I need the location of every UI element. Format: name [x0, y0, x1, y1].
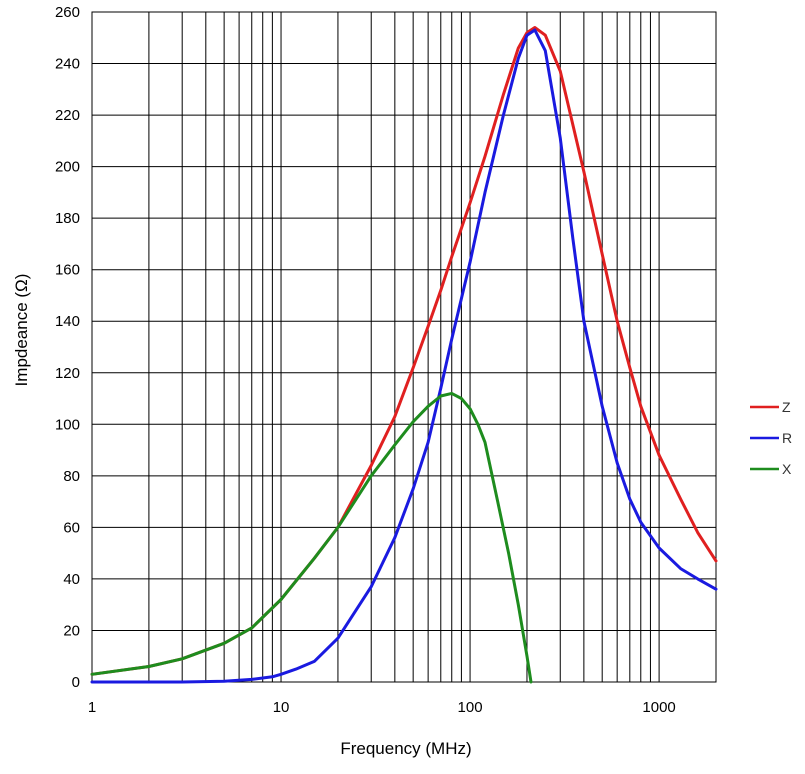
x-axis-label: Frequency (MHz)	[340, 739, 471, 758]
x-tick-label: 1	[88, 699, 96, 716]
series-z-line	[90, 26, 718, 676]
y-tick-label: 120	[55, 365, 80, 382]
y-tick-label: 20	[63, 622, 80, 639]
y-tick-label: 260	[55, 4, 80, 21]
series-r-line	[90, 28, 718, 684]
grid	[92, 12, 716, 682]
legend: ZRX	[750, 399, 792, 477]
y-tick-label: 80	[63, 468, 80, 485]
plot-frame	[91, 11, 717, 683]
y-tick-label: 180	[55, 210, 80, 227]
y-tick-label: 140	[55, 313, 80, 330]
y-tick-label: 240	[55, 56, 80, 73]
legend-label-z: Z	[782, 399, 791, 415]
y-tick-label: 0	[72, 674, 80, 691]
y-tick-label: 200	[55, 159, 80, 176]
legend-label-x: X	[782, 461, 792, 477]
x-tick-label: 10	[273, 699, 290, 716]
y-axis-label: Impdeance (Ω)	[12, 274, 31, 387]
y-tick-label: 60	[63, 519, 80, 536]
y-tick-label: 100	[55, 416, 80, 433]
series-x-line	[90, 391, 533, 684]
y-tick-label: 220	[55, 107, 80, 124]
y-tick-label: 40	[63, 571, 80, 588]
series-lines	[90, 26, 718, 684]
x-tick-label: 100	[458, 699, 483, 716]
tick-labels: 1 10 100 1000 0 20 40 60 80 100 120 140 160 180 200 220…	[55, 4, 676, 716]
x-tick-label: 1000	[642, 699, 675, 716]
y-tick-label: 160	[55, 262, 80, 279]
legend-label-r: R	[782, 430, 792, 446]
